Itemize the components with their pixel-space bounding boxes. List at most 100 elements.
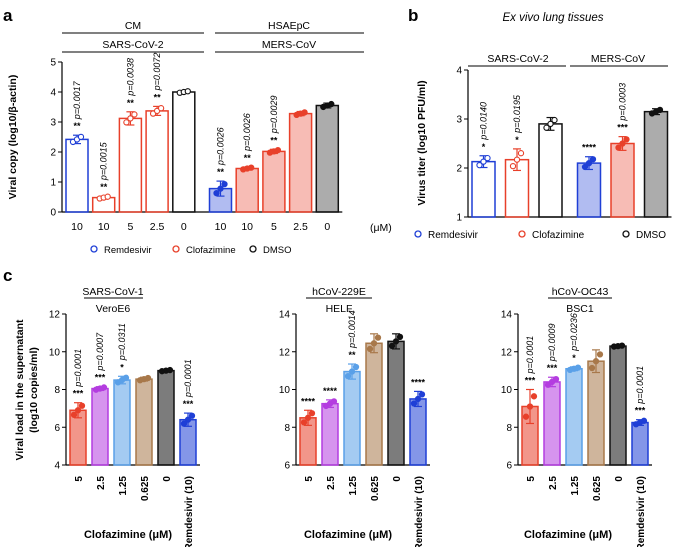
c2-point-2 [352,363,360,371]
c2-stars-5: **** [411,377,426,387]
a-ytick-label: 2 [50,148,56,159]
a-bar-4 [172,91,196,213]
legend-b-remdesivir-marker [414,230,422,238]
c3-point-3 [596,351,604,358]
a-pvalue-7: p=0.0029 [269,96,279,135]
a-bar-3 [145,110,169,213]
a-stars-1: ** [100,182,108,192]
c2-xlabel: Clofazimine (μM) [304,529,392,541]
c1-xtick-label: 5 [74,476,85,482]
c2-xtick-label: 0 [392,476,403,482]
a-point-8 [301,109,308,116]
c1-title: SARS-CoV-1 [82,286,143,298]
c1-xtick-label: 0.625 [140,476,151,501]
c1-point-0 [78,402,86,409]
c3-xtick-label: 0.625 [592,476,603,501]
b-point-0 [476,162,483,169]
c3-point-1 [552,375,560,383]
a-bar-2 [118,117,143,213]
c1-ytick-label: 10 [49,347,61,358]
b-pvalue-1: p=0.0195 [512,94,522,134]
b-ylabel: Virus titer (log10 PFU/ml) [416,80,428,205]
c1-xtick-label: Remdesivir (10) [184,476,195,547]
c2-point-4 [388,342,396,350]
c3-stars-5: *** [635,406,646,416]
c2-stars-1: **** [323,386,338,396]
b-point-4 [623,136,630,143]
c-ylabel-line1: Viral load in the supernatant [14,319,26,461]
c3-pvalue-0: p=0.0001 [525,336,535,375]
c2-ytick-label: 14 [279,310,291,321]
c2-bar-5 [409,398,427,466]
panel-b-title: Ex vivo lung tissues [503,12,604,24]
legend-b-remdesivir-label: Remdesivir [428,230,479,241]
c3-xtick-label: 0 [614,476,625,482]
c3-stars-0: *** [525,376,536,386]
a-pvalue-1: p=0.0015 [99,141,109,181]
c1-xtick-label: 0 [162,476,173,482]
a-ytick-label: 0 [50,208,56,219]
legend-b-dmso-marker [622,230,630,238]
b-bar-4 [610,142,635,218]
b-point-1 [517,150,525,157]
a-ylabel: Viral copy (log10/β-actin) [7,75,19,200]
c3-stars-2: * [572,353,576,363]
a-pvalue-2: p=0.0038 [125,58,135,97]
b-point-4 [619,140,626,147]
b-point-3 [585,159,593,167]
c3-xtick-label: 5 [526,476,537,482]
legend-a-remdesivir-marker [90,245,98,253]
c2-point-4 [396,333,404,340]
b-stars-1: * [515,135,519,145]
c3-ytick-label: 12 [501,347,513,358]
c3-point-0 [526,403,534,410]
b-pvalue-4: p=0.0003 [618,83,628,122]
b-ytick-label: 1 [456,213,462,224]
a-stars-2: ** [127,98,135,108]
c1-ytick-label: 12 [49,310,61,321]
c1-point-3 [144,374,152,382]
c2-point-3 [370,340,378,347]
c3-ytick-label: 14 [501,310,513,321]
a-bar-6 [235,167,259,213]
legend-b-clofazimine-marker [518,230,526,238]
c2-pvalue-2: p=0.0014 [347,310,357,349]
b-bar-3 [576,162,602,218]
c2-point-3 [366,345,374,353]
a-ytick-label: 4 [50,88,56,99]
a-xtick-label: 5 [127,221,133,233]
b-ytick-label: 2 [456,164,462,175]
c2-xtick-label: 0.625 [370,476,381,501]
c1-point-2 [122,374,130,381]
c3-point-0 [522,413,530,420]
a-pvalue-0: p=0.0017 [72,80,82,120]
b-bar-5 [643,110,669,218]
c2-ytick-label: 12 [279,347,291,358]
a-point-5 [217,185,224,192]
group-b-mers-label: MERS-CoV [591,53,645,65]
a-ytick-label: 5 [50,58,56,69]
a-point-3 [157,105,165,112]
c2-point-0 [300,419,308,426]
b-point-3 [589,156,597,163]
c3-subtitle: BSC1 [566,303,594,315]
c1-pvalue-5: p=0.0001 [183,359,193,398]
c3-point-3 [588,364,596,372]
group-hsaepc-label: HSAEpC [268,20,310,32]
c2-bar-2 [343,370,361,466]
c1-bar-1 [91,387,109,466]
c2-ytick-label: 10 [279,385,291,396]
a-bar-9 [315,104,340,213]
a-point-2 [131,111,138,118]
c3-xtick-label: Remdesivir (10) [636,476,647,547]
a-ytick-label: 3 [50,118,56,129]
c1-bar-3 [135,378,153,466]
legend-b-dmso-label: DMSO [636,230,666,241]
c2-point-2 [344,372,352,380]
a-xtick-label: 10 [215,221,227,233]
a-xtick-label: 10 [98,221,110,233]
b-stars-0: * [482,142,486,152]
b-point-1 [509,162,517,170]
c1-point-1 [100,384,108,391]
